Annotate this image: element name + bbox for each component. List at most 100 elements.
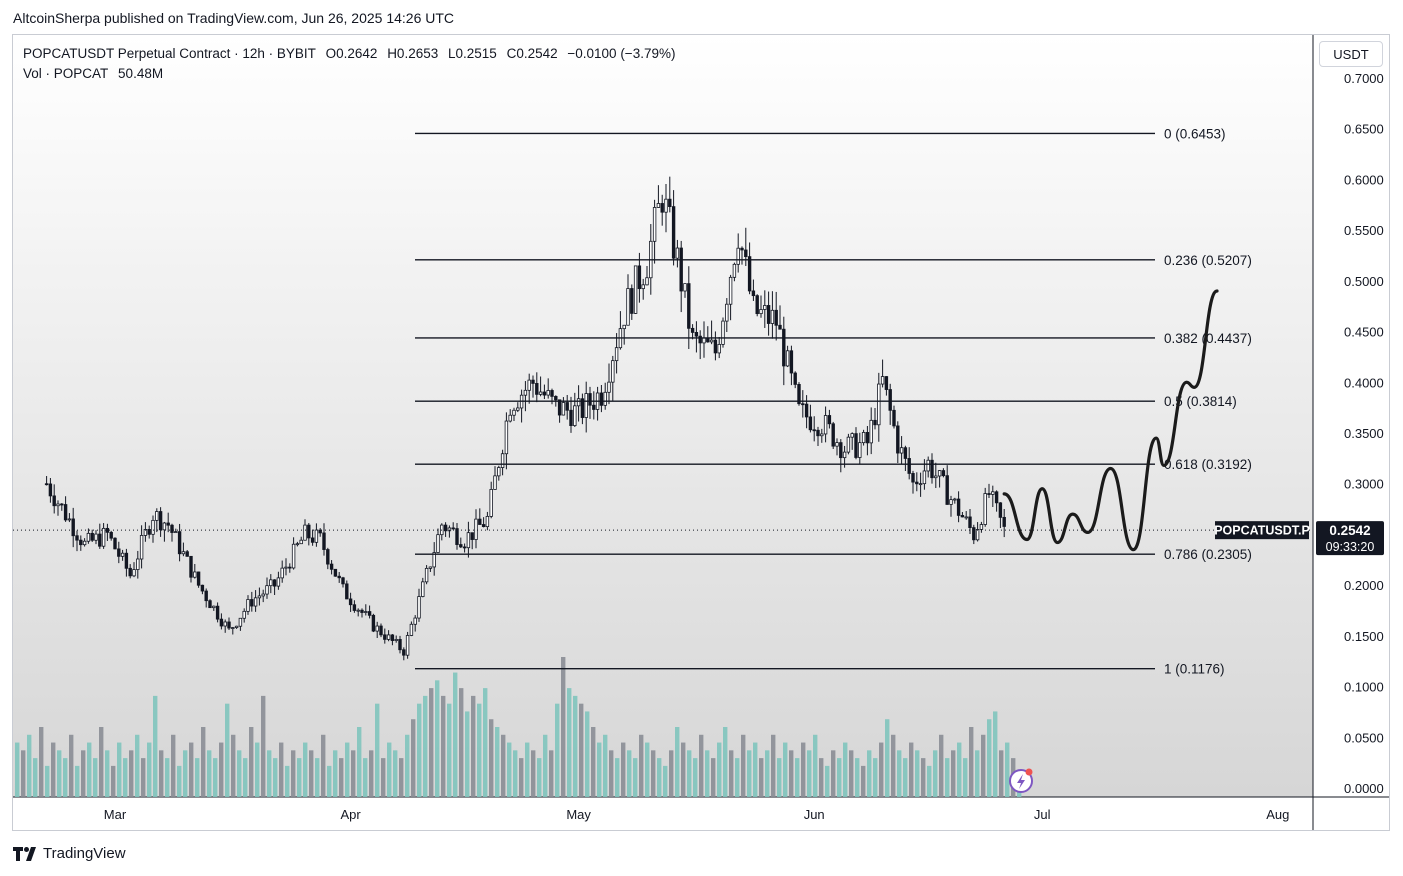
volume-bar [813, 734, 818, 797]
candle-body [151, 519, 155, 535]
candle-body [953, 498, 957, 501]
candle-body [413, 617, 417, 625]
volume-bar [117, 742, 122, 797]
candle-body [474, 518, 478, 540]
candle-body [960, 515, 965, 518]
y-tick-label: 0.4500 [1344, 325, 1384, 340]
price-axis-background [1313, 35, 1389, 830]
volume-bar [483, 688, 488, 797]
volume-bar [507, 742, 512, 797]
candle-body [668, 198, 672, 208]
y-tick-label: 0.5500 [1344, 223, 1384, 238]
volume-bar [333, 750, 338, 797]
candle-body [759, 309, 763, 315]
volume-bar [387, 742, 392, 797]
candle-body [527, 379, 531, 391]
y-tick-label: 0.3500 [1344, 426, 1384, 441]
candle-body [117, 548, 121, 557]
volume-bar [501, 734, 506, 797]
candle-body [497, 467, 501, 477]
fib-level-label: 1 (0.1176) [1164, 662, 1225, 677]
price-chart[interactable]: 0 (0.6453) 0.236 (0.5207) 0.382 (0.4437) 0.… [13, 35, 1390, 831]
candle-body [493, 475, 497, 490]
candle-body [367, 611, 372, 616]
candle-body [329, 563, 334, 570]
volume-bar [681, 742, 686, 797]
volume-bar [897, 750, 902, 797]
candle-body [383, 634, 387, 640]
volume-bar [627, 750, 632, 797]
tradingview-logo[interactable]: TradingView [13, 845, 126, 862]
volume-bar [33, 758, 38, 797]
volume-bar [1005, 742, 1010, 797]
candle-body [295, 543, 300, 546]
candle-body [991, 491, 995, 495]
projection-drawing[interactable] [1002, 289, 1219, 552]
candle-body [60, 503, 64, 506]
volume-bar [459, 688, 464, 797]
chart-frame[interactable]: 0 (0.6453) 0.236 (0.5207) 0.382 (0.4437) 0.… [12, 34, 1390, 831]
candle-body [896, 425, 900, 454]
candle-body [603, 391, 607, 406]
x-tick-label: Aug [1266, 807, 1289, 822]
volume-bar [165, 758, 170, 797]
volume-bar [309, 750, 314, 797]
volume-bar [123, 758, 128, 797]
candle-body [466, 532, 471, 549]
candle-body [626, 288, 630, 326]
volume-bar [543, 734, 548, 797]
candle-body [421, 581, 425, 597]
volume-bar [261, 695, 266, 797]
candle-body [79, 539, 83, 546]
symbol-title[interactable]: POPCATUSDT Perpetual Contract · 12h · BY… [23, 46, 316, 61]
candle-body [170, 524, 174, 533]
candle-body [478, 518, 482, 525]
volume-bar [237, 750, 242, 797]
candle-body [975, 529, 980, 541]
candle-body [405, 635, 410, 656]
y-tick-label: 0.5000 [1344, 274, 1384, 289]
volume-bar [303, 742, 308, 797]
currency-button[interactable]: USDT [1319, 41, 1383, 67]
candle-body [447, 527, 452, 532]
candle-body [398, 639, 402, 651]
candle-body [189, 555, 193, 578]
volume-bar [51, 742, 56, 797]
volume-bar [849, 750, 854, 797]
candle-body [751, 290, 756, 297]
volume-bar [549, 750, 554, 797]
candle-body [86, 532, 91, 542]
volume-bar [267, 750, 272, 797]
candle-body [185, 551, 189, 557]
volume-bar [63, 758, 68, 797]
candle-body [911, 473, 915, 483]
volume-bar [177, 765, 182, 797]
candle-body [424, 567, 429, 583]
candle-body [261, 593, 265, 597]
candle-body [546, 390, 550, 396]
ohlc-line: POPCATUSDT Perpetual Contract · 12h · BY… [23, 44, 681, 64]
volume-bar [21, 750, 26, 797]
candle-body [455, 528, 459, 545]
volume-label[interactable]: Vol · POPCAT [23, 66, 109, 81]
volume-bar [747, 750, 752, 797]
candle-body [690, 327, 695, 333]
volume-bar [585, 711, 590, 797]
candle-body [177, 531, 182, 555]
candle-body [481, 524, 486, 528]
volume-bar [957, 742, 962, 797]
x-tick-label: Jun [804, 807, 825, 822]
candle-body [983, 493, 987, 525]
candle-body [94, 533, 98, 541]
candle-body [379, 625, 383, 636]
candle-body [831, 423, 835, 447]
volume-bar [645, 742, 650, 797]
volume-bar [561, 657, 566, 797]
volume-bar [45, 765, 50, 797]
volume-bar [291, 750, 296, 797]
y-tick-label: 0.2000 [1344, 578, 1384, 593]
volume-bar [765, 750, 770, 797]
candle-body [922, 470, 927, 485]
y-tick-label: 0.0000 [1344, 781, 1384, 796]
close-value: C0.2542 [506, 46, 558, 61]
